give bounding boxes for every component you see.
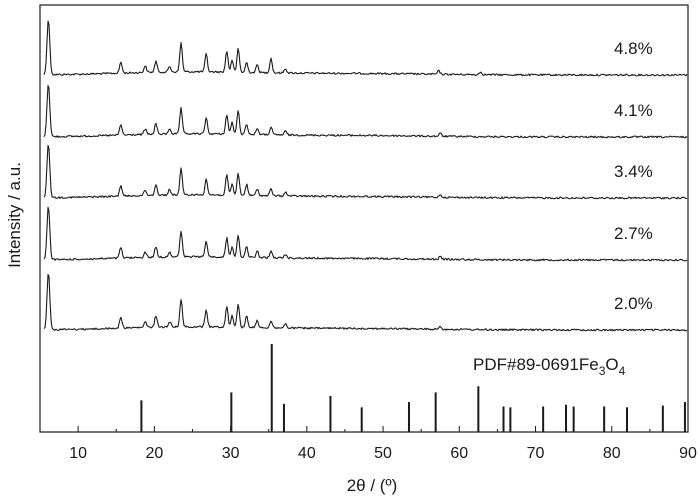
x-axis-ticks: 10 20 30 40 50 60 70 80 90 [39,426,697,462]
series-label-1: 4.8% [614,39,653,58]
x-tick-label: 60 [450,445,468,462]
x-tick-label: 30 [222,445,240,462]
series-label-3: 3.4% [614,162,653,181]
x-tick-label: 40 [298,445,316,462]
trace-4 [43,206,688,262]
trace-2 [43,85,688,139]
x-tick-label: 20 [145,445,163,462]
x-tick-label: 80 [603,445,621,462]
x-tick-label: 50 [374,445,392,462]
plot-area [39,4,689,433]
series-label-5: 2.0% [614,294,653,313]
trace-3 [43,144,688,200]
y-axis-label: Intensity / a.u. [5,162,24,268]
x-tick-label: 90 [679,445,697,462]
series-label-2: 4.1% [614,101,653,120]
x-tick-label: 70 [527,445,545,462]
x-axis-label: 2θ / (º) [347,476,398,495]
xrd-traces [43,20,688,332]
trace-5 [43,274,688,332]
reference-lines [140,344,686,432]
plot-frame [39,4,689,433]
x-tick-label: 10 [69,445,87,462]
reference-label: PDF#89-0691Fe3O4 [473,355,626,378]
series-labels: 4.8% 4.1% 3.4% 2.7% 2.0% [614,39,653,313]
series-label-4: 2.7% [614,224,653,243]
trace-1 [43,20,688,77]
